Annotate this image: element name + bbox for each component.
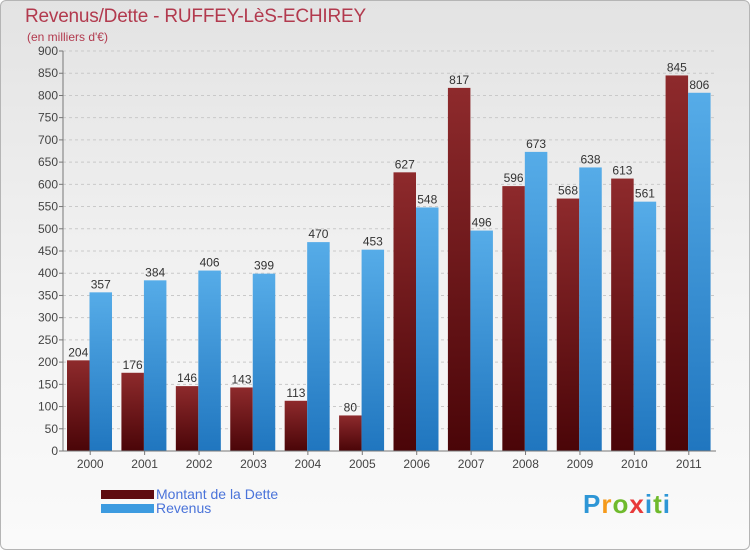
x-axis-ticks: 2000 2001 2002 2003 2004 2005 2006 2007 2008 2009… [63,450,716,471]
bar-revenus [307,242,330,451]
y-tick-label: 550 [38,200,58,214]
data-label-dette: 143 [231,372,251,386]
y-tick-label: 300 [38,311,58,325]
y-tick-label: 750 [38,111,58,125]
data-label-revenus: 453 [363,235,383,249]
data-label-dette: 176 [123,358,143,372]
chart-subtitle: (en milliers d'€) [27,30,108,44]
y-tick-label: 600 [38,177,58,191]
data-label-dette: 613 [612,164,632,178]
data-label-revenus: 384 [145,265,165,279]
data-label-dette: 146 [177,371,197,385]
bar-dette [502,186,525,451]
bar-revenus [198,270,221,451]
data-labels: 204 357 176 384 146 406 143 399 113 470 80 453 627 54… [68,60,709,414]
data-label-dette: 80 [344,400,358,414]
bar-dette [447,87,471,451]
chart-title: Revenus/Dette - RUFFEY-LèS-ECHIREY [25,6,366,27]
legend-label-revenus: Revenus [156,500,212,516]
legend-item-dette: Montant de la Dette [101,487,278,501]
y-tick-label: 50 [45,422,59,436]
data-label-revenus: 806 [689,78,709,92]
x-tick-label: 2003 [240,457,267,471]
x-tick-label: 2008 [512,457,539,471]
x-tick-label: 2006 [403,457,430,471]
data-label-dette: 596 [504,171,524,185]
x-tick-label: 2009 [567,457,594,471]
data-label-revenus: 399 [254,259,274,273]
x-tick-label: 2007 [458,457,485,471]
x-tick-label: 2002 [186,457,213,471]
bar-dette [175,386,199,451]
y-tick-label: 250 [38,333,58,347]
bar-revenus [416,207,439,451]
data-label-dette: 113 [286,386,305,400]
bar-revenus [252,273,276,451]
y-tick-label: 700 [38,133,58,147]
x-tick-label: 2001 [131,457,158,471]
bar-revenus [688,92,711,452]
bar-revenus [361,249,385,451]
bar-dette [393,172,416,452]
bar-dette [121,372,144,451]
legend-swatch-revenus [101,503,154,513]
y-tick-label: 500 [38,222,58,236]
bar-dette [67,360,90,451]
y-tick-label: 650 [38,155,58,169]
data-label-revenus: 548 [417,192,437,206]
data-label-dette: 845 [667,60,687,74]
y-tick-label: 200 [38,355,58,369]
data-label-dette: 817 [449,73,469,87]
y-tick-label: 400 [38,266,58,280]
data-label-revenus: 496 [472,216,492,230]
bar-dette [339,415,362,451]
x-tick-label: 2004 [295,457,322,471]
x-tick-label: 2005 [349,457,376,471]
y-tick-label: 800 [38,88,58,102]
legend-swatch-dette [101,489,154,499]
bar-dette [284,400,308,451]
bar-dette [230,387,253,451]
data-label-revenus: 357 [91,277,111,291]
y-tick-label: 150 [38,377,58,391]
bar-revenus [143,280,167,451]
data-label-revenus: 470 [308,227,328,241]
bar-revenus [89,292,112,451]
x-tick-label: 2011 [676,457,702,471]
data-label-dette: 627 [395,157,415,171]
y-tick-label: 900 [38,44,58,58]
data-label-revenus: 561 [635,187,655,201]
bar-dette [556,198,580,451]
y-tick-label: 100 [38,400,58,414]
y-tick-label: 0 [51,444,58,458]
bar-dette [611,178,634,452]
data-label-dette: 204 [68,345,88,359]
bar-revenus [470,230,493,451]
bar-dette [665,75,689,451]
data-label-revenus: 638 [580,152,600,166]
bar-revenus [633,201,657,451]
proxiti-logo: Proxiti [583,489,671,519]
data-label-revenus: 673 [526,137,546,151]
bar-revenus [524,151,548,451]
legend-label-dette: Montant de la Dette [156,486,279,502]
y-tick-label: 850 [38,66,58,80]
y-tick-label: 450 [38,244,58,258]
data-label-revenus: 406 [200,256,220,270]
y-axis-ticks: 0 50 100 150 200 250 300 350 400 450 500 550 600 650 7… [38,44,64,458]
bar-revenus [579,167,602,451]
legend: Montant de la Dette Revenus [101,487,278,515]
bars [67,75,711,452]
data-label-dette: 568 [558,184,578,198]
x-tick-label: 2010 [621,457,648,471]
grid-lines [63,50,716,452]
legend-item-revenus: Revenus [101,501,278,515]
y-tick-label: 350 [38,288,58,302]
x-tick-label: 2000 [77,457,104,471]
